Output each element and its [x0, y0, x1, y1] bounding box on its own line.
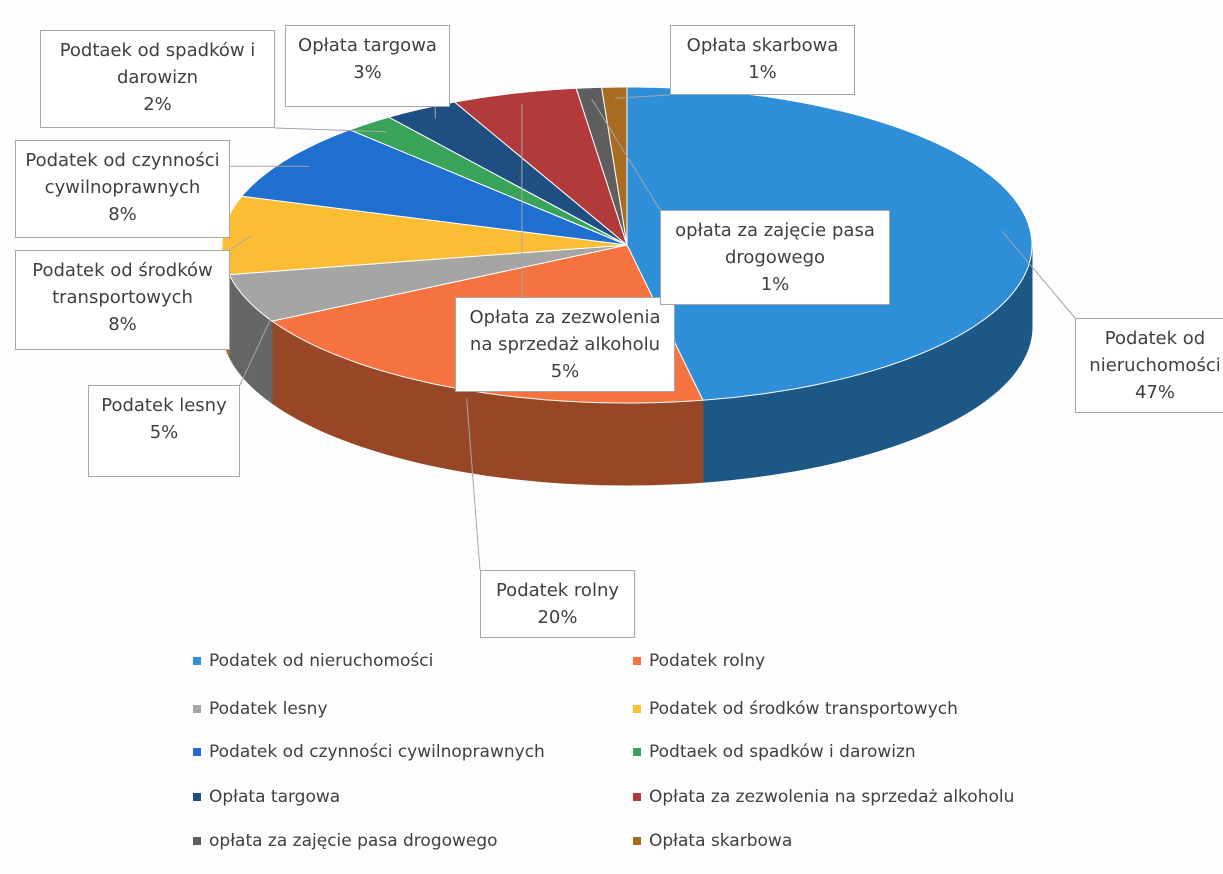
leader-line	[591, 98, 661, 211]
legend-marker	[193, 793, 201, 801]
legend-marker	[633, 837, 641, 845]
legend-entry: Opłata skarbowa	[633, 831, 792, 851]
label-name: Podatek rolny	[495, 580, 620, 601]
label-name: Opłata targowa	[298, 35, 437, 56]
legend-entry: Podtaek od spadków i darowizn	[633, 742, 916, 762]
legend-label: Podatek od czynności cywilnoprawnych	[209, 742, 545, 762]
label-value: 2%	[143, 94, 172, 115]
label-name: Opłata skarbowa	[686, 35, 839, 56]
legend-entry: opłata za zajęcie pasa drogowego	[193, 831, 498, 851]
data-label: Opłata targowa 3%	[285, 25, 450, 107]
legend-label: Podatek lesny	[209, 699, 328, 719]
legend-label: Podatek od środków transportowych	[649, 699, 958, 719]
legend-entry: Podatek od czynności cywilnoprawnych	[193, 742, 545, 762]
data-label: Podatek lesny 5%	[88, 385, 240, 477]
leader-line	[1001, 230, 1076, 319]
data-label: Opłata skarbowa 1%	[670, 25, 855, 95]
slice	[228, 244, 628, 322]
label-value: 1%	[760, 274, 790, 295]
data-label: opłata za zajęcie pasa drogowego 1%	[660, 210, 890, 305]
data-label: Podatek od czynności cywilnoprawnych 8%	[15, 140, 230, 238]
leader-line	[274, 127, 387, 133]
slice	[601, 86, 628, 246]
label-name: Podtaek od spadków i darowizn	[59, 40, 256, 88]
data-label: Podtaek od spadków i darowizn 2%	[40, 30, 275, 128]
legend-marker	[193, 705, 201, 713]
slice	[240, 129, 628, 246]
label-value: 47%	[1134, 382, 1175, 403]
data-label: Podatek od środków transportowych 8%	[15, 250, 230, 350]
legend-marker	[633, 705, 641, 713]
leader-line	[615, 94, 671, 99]
label-value: 5%	[550, 361, 580, 382]
legend-marker	[193, 657, 201, 665]
legend-marker	[633, 748, 641, 756]
legend-marker	[633, 657, 641, 665]
slice	[453, 87, 629, 247]
label-value: 20%	[537, 607, 578, 628]
label-value: 3%	[353, 62, 382, 83]
data-label: Podatek od nieruchomości 47%	[1075, 318, 1223, 413]
legend-label: Opłata targowa	[209, 787, 341, 807]
label-value: 8%	[108, 314, 137, 335]
legend-marker	[193, 748, 201, 756]
label-value: 1%	[748, 62, 777, 83]
legend-label: opłata za zajęcie pasa drogowego	[209, 831, 498, 851]
label-value: 8%	[108, 204, 137, 225]
label-value: 5%	[149, 422, 179, 443]
leader-line	[466, 397, 481, 571]
label-name: Opłata za zezwolenia na sprzedaż alkohol…	[469, 307, 661, 355]
legend-label: Podtaek od spadków i darowizn	[649, 742, 916, 762]
leader-line	[239, 314, 274, 386]
legend-entry: Opłata za zezwolenia na sprzedaż alkohol…	[633, 787, 1014, 807]
legend-label: Podatek od nieruchomości	[209, 651, 434, 671]
legend-entry: Opłata targowa	[193, 787, 340, 807]
label-name: opłata za zajęcie pasa drogowego	[675, 220, 875, 268]
legend-marker	[193, 837, 201, 845]
legend-marker	[633, 793, 641, 801]
legend-entry: Podatek rolny	[633, 651, 765, 671]
leader-line	[229, 235, 252, 251]
label-name: Podatek od środków transportowych	[32, 260, 213, 308]
label-name: Podatek od czynności cywilnoprawnych	[25, 150, 220, 198]
data-label: Opłata za zezwolenia na sprzedaż alkohol…	[455, 297, 675, 392]
data-label: Podatek rolny 20%	[480, 570, 635, 638]
label-name: Podatek lesny	[101, 395, 227, 416]
legend-label: Opłata skarbowa	[649, 831, 793, 851]
legend-entry: Podatek od środków transportowych	[633, 699, 958, 719]
legend-label: Podatek rolny	[649, 651, 766, 671]
legend-entry: Podatek lesny	[193, 699, 328, 719]
label-name: Podatek od nieruchomości	[1089, 328, 1221, 376]
slice	[348, 116, 628, 246]
legend-label: Opłata za zezwolenia na sprzedaż alkohol…	[649, 787, 1015, 807]
legend-entry: Podatek od nieruchomości	[193, 651, 433, 671]
